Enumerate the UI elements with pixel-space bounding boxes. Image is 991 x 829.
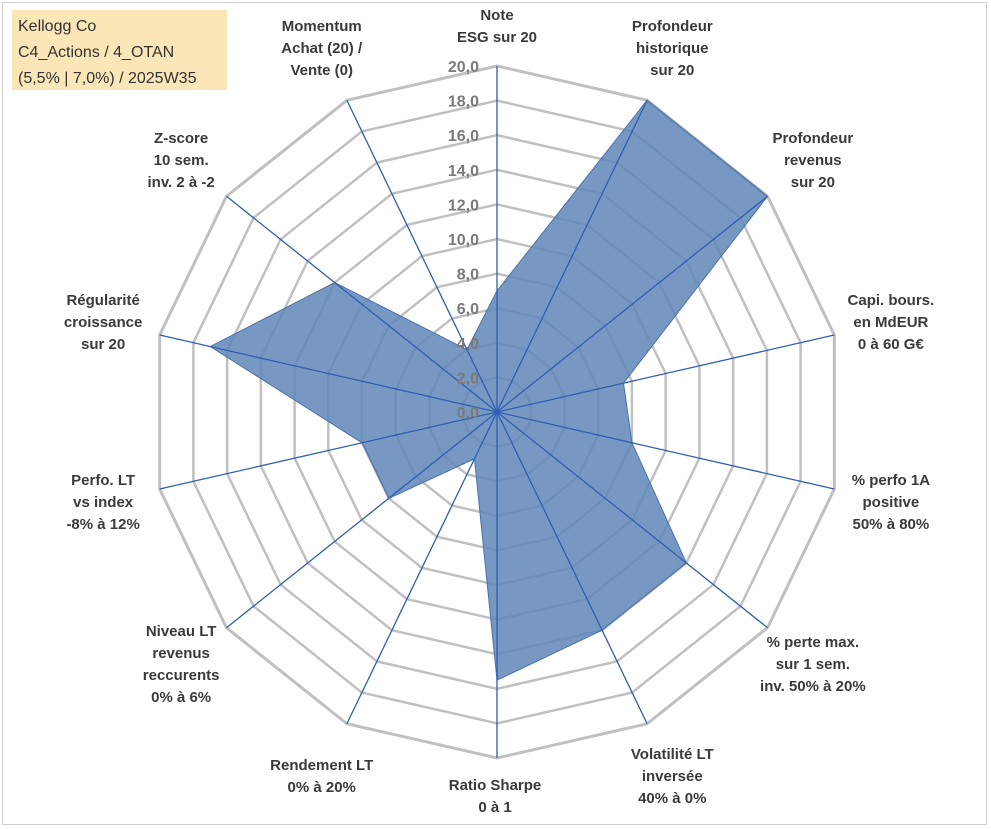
spoke-line [496,195,768,413]
tick-label: 4,0 [457,336,479,353]
tick-label: 18,0 [448,94,479,111]
spoke-line [159,411,498,490]
tick-label: 12,0 [448,197,479,214]
tick-label: 8,0 [457,267,479,284]
axis-label: Régularité croissance sur 20 [64,292,142,353]
tick-label: 14,0 [448,163,479,180]
info-company: Kellogg Co [18,18,97,35]
spoke-line [226,195,498,413]
radar-tick-labels: 0,0 2,0 4,0 6,0 8,0 10,0 12,0 14,0 16,0 18,0 20,0 [448,59,479,422]
axis-label: % perfo 1A positive 50% à 80% [852,472,931,533]
tick-label: 16,0 [448,128,479,145]
spoke-line [496,99,648,413]
axis-label: Profondeur revenus sur 20 [772,130,853,191]
tick-label: 10,0 [448,232,479,249]
axis-label: Ratio Sharpe 0 à 1 [449,777,542,816]
tick-label: 0,0 [457,405,479,422]
spoke-line [159,334,498,413]
axis-label: Volatilité LT inversée 40% à 0% [631,746,714,807]
spoke-line [496,334,835,413]
info-params: (5,5% | 7,0%) / 2025W35 [18,70,197,87]
axis-label: Rendement LT 0% à 20% [270,757,373,796]
tick-label: 6,0 [457,301,479,318]
axis-label: Perfo. LT vs index -8% à 12% [66,472,139,533]
spoke-line [496,411,835,490]
axis-label: Niveau LT revenus reccurents 0% à 6% [143,623,220,706]
axis-label: Momentum Achat (20) / Vente (0) [281,18,363,79]
axis-label: % perte max. sur 1 sem. inv. 50% à 20% [760,634,866,695]
axis-label: Capi. bours. en MdEUR 0 à 60 G€ [848,292,935,353]
info-box: Kellogg Co C4_Actions / 4_OTAN (5,5% | 7… [12,10,227,90]
axis-label: Profondeur historique sur 20 [632,18,713,79]
tick-label: 2,0 [457,370,479,387]
axis-label: Z-score 10 sem. inv. 2 à -2 [148,130,215,191]
tick-label: 20,0 [448,59,479,76]
radar-spokes [159,66,835,758]
spoke-line [346,411,498,725]
spoke-line [346,99,498,413]
spoke-line [226,411,498,629]
spoke-line [496,411,768,629]
axis-label: Note ESG sur 20 [457,7,537,46]
radar-axis-labels: Note ESG sur 20 Profondeur historique sur 20… [64,7,934,816]
spoke-line [496,411,648,725]
info-category: C4_Actions / 4_OTAN [18,44,175,61]
